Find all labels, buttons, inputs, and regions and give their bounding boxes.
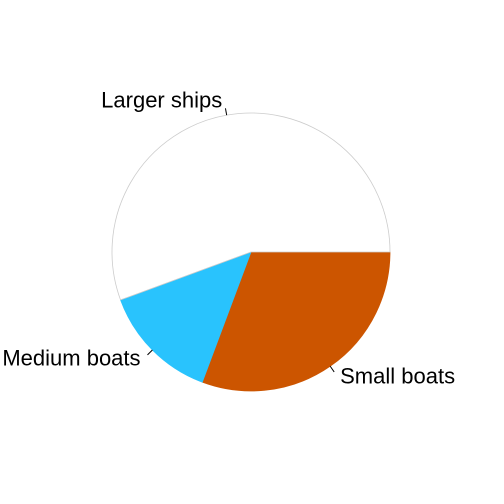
leader-line-larger-ships [224,108,228,116]
leader-line-medium-boats [147,349,153,356]
pie-slice-medium-boats [120,251,252,383]
slice-label-medium-boats: Medium boats [2,346,140,371]
pie-slice-small-boats [201,251,391,392]
slice-label-larger-ships: Larger ships [101,87,222,112]
slice-label-small-boats: Small boats [340,363,455,388]
leader-line-small-boats [329,365,335,373]
